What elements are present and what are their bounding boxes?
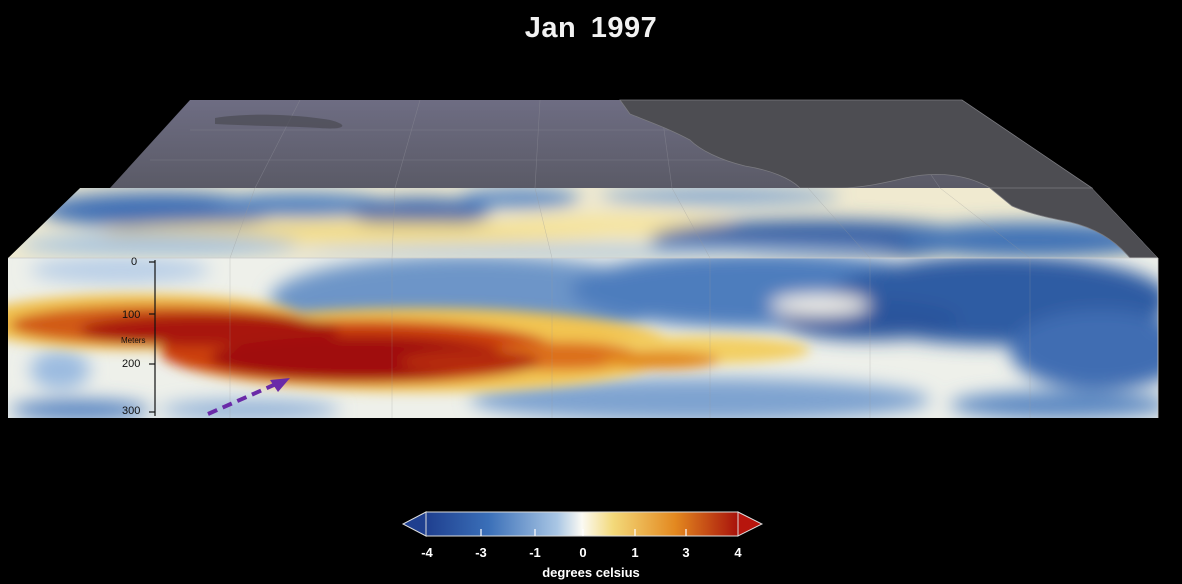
colorbar-tick-label: -1 (529, 545, 541, 560)
colorbar-tick-label: -4 (421, 545, 433, 560)
page-title: Jan 1997 (524, 12, 658, 44)
depth-tick-300: 300 (122, 405, 141, 417)
colorbar-tick-label: -3 (475, 545, 487, 560)
colorbar-unit-label: degrees celsius (542, 565, 640, 580)
colorbar-tick-label: 1 (631, 545, 639, 560)
depth-tick-100: 100 (122, 309, 141, 321)
depth-tick-200: 200 (122, 358, 141, 370)
depth-axis (149, 260, 156, 416)
depth-cross-section (8, 258, 1158, 418)
colorbar-tick-label: 4 (734, 545, 742, 560)
upwelling-arrow (207, 378, 290, 416)
colorbar-tick-label: 0 (579, 545, 587, 560)
colorbar (401, 511, 764, 537)
depth-unit-label: Meters (121, 336, 146, 345)
land-surface (110, 99, 1094, 189)
ocean-surface-anomaly (8, 188, 1158, 258)
depth-tick-0: 0 (131, 256, 138, 268)
colorbar-tick-label: 3 (682, 545, 690, 560)
box-edges (8, 257, 1159, 418)
